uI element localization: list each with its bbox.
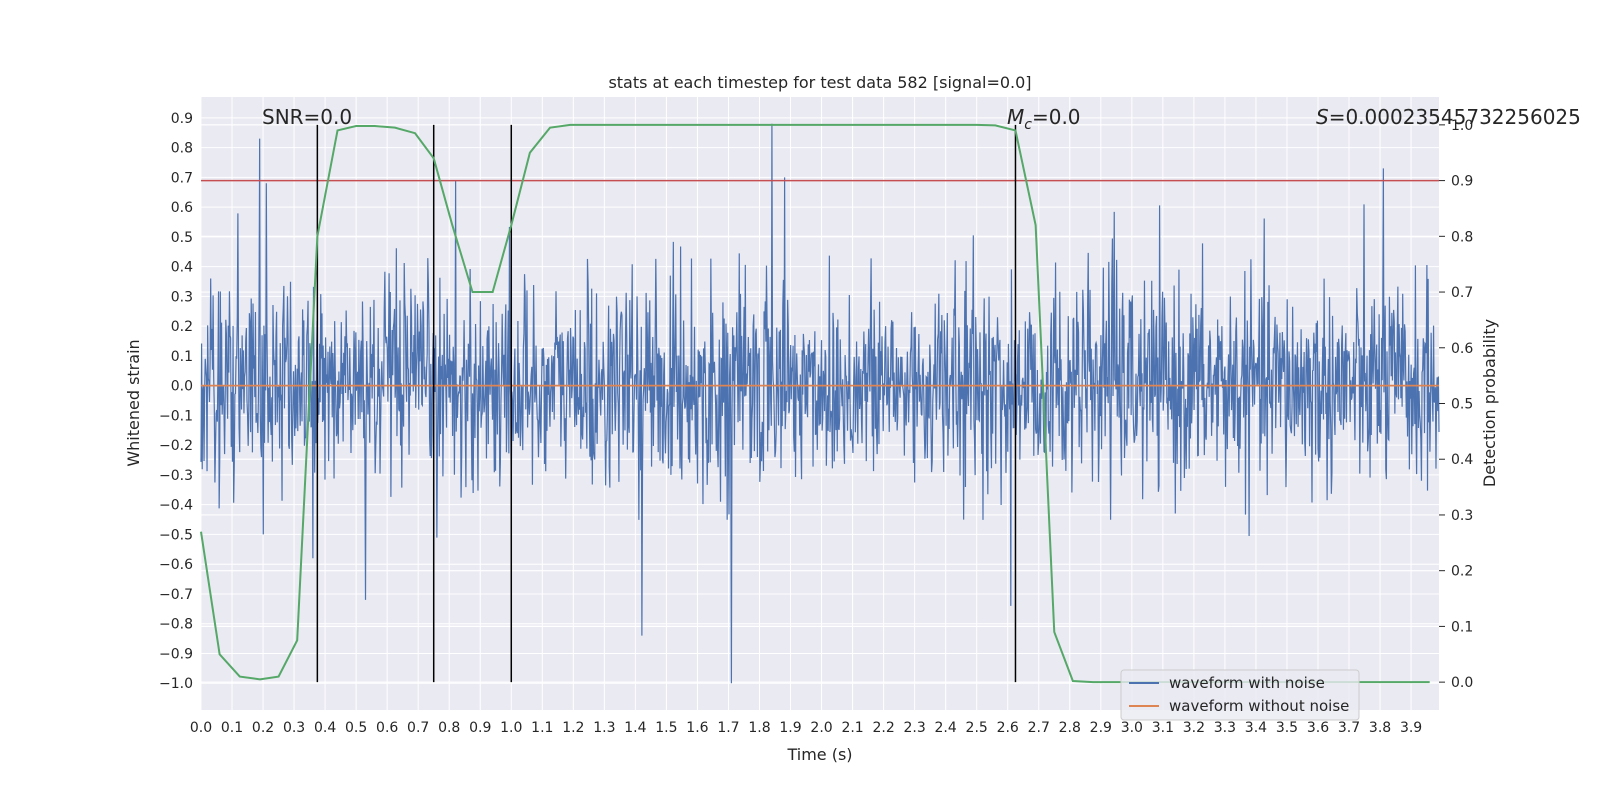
x-tick-labels: 0.0 0.1 0.2 0.3 0.4 0.5 0.6 0.7 0.8 0.9 1.0 1.1 1.2 1… xyxy=(190,720,1422,736)
x-tick-label: 1.6 xyxy=(686,720,708,736)
grid-lines xyxy=(200,97,1439,710)
legend: waveform with noise waveform without noi… xyxy=(1120,669,1360,721)
x-tick-label: 1.7 xyxy=(717,720,739,736)
x-tick-label: 2.3 xyxy=(904,720,926,736)
y2-tick-label: 0.8 xyxy=(1451,229,1473,245)
x-tick-label: 0.0 xyxy=(190,720,212,736)
x-tick-label: 3.3 xyxy=(1214,720,1236,736)
x-tick-label: 0.6 xyxy=(376,720,398,736)
x-tick-label: 2.2 xyxy=(872,720,894,736)
y-tick-label: −0.6 xyxy=(159,557,193,573)
legend-label-noisy: waveform with noise xyxy=(1169,674,1325,692)
x-tick-label: 1.5 xyxy=(655,720,677,736)
x-tick-label: 3.0 xyxy=(1121,720,1143,736)
x-tick-label: 0.8 xyxy=(438,720,460,736)
x-tick-label: 2.1 xyxy=(841,720,863,736)
y-tick-label: −1.0 xyxy=(159,676,193,692)
y-tick-label: 0.7 xyxy=(171,170,193,186)
x-tick-label: 1.9 xyxy=(779,720,801,736)
x-tick-label: 3.6 xyxy=(1307,720,1329,736)
y2-tick-label: 0.0 xyxy=(1451,675,1473,691)
vertical-markers xyxy=(316,124,1017,683)
y-tick-label: −0.5 xyxy=(159,527,193,543)
y-tick-labels: 0.9 0.8 0.7 0.6 0.5 0.4 0.3 0.2 0.1 0.0 −0.1 −0.2 −0… xyxy=(159,111,193,692)
mc-annotation: Mc=0.0 xyxy=(1007,105,1081,133)
x-tick-label: 0.7 xyxy=(407,720,429,736)
x-tick-label: 2.4 xyxy=(935,720,957,736)
x-tick-label: 2.5 xyxy=(966,720,988,736)
y-tick-label: −0.3 xyxy=(159,468,193,484)
mc-symbol: M xyxy=(1007,105,1024,129)
x-tick-label: 0.3 xyxy=(283,720,305,736)
x-tick-label: 0.9 xyxy=(469,720,491,736)
y-tick-label: −0.8 xyxy=(159,617,193,633)
y-axis-label: Whitened strain xyxy=(124,339,143,466)
y-tick-label: −0.2 xyxy=(159,438,193,454)
x-tick-label: 1.0 xyxy=(500,720,522,736)
series-waveform-with-noise xyxy=(200,123,1440,684)
x-tick-label: 1.8 xyxy=(748,720,770,736)
y2-tick-label: 1.0 xyxy=(1451,118,1473,134)
y2-tick-label: 0.9 xyxy=(1451,174,1473,190)
x-tick-label: 2.0 xyxy=(810,720,832,736)
y-tick-label: 0.8 xyxy=(171,141,193,157)
x-axis-label: Time (s) xyxy=(786,745,852,764)
x-tick-label: 0.2 xyxy=(252,720,274,736)
s-annotation: S=0.00023545732256025 xyxy=(1316,105,1581,129)
x-tick-label: 3.9 xyxy=(1400,720,1422,736)
y2-tick-label: 0.5 xyxy=(1451,397,1473,413)
x-tick-label: 2.7 xyxy=(1028,720,1050,736)
y-tick-label: 0.1 xyxy=(171,349,193,365)
mc-subscript: c xyxy=(1024,117,1032,133)
s-value: =0.00023545732256025 xyxy=(1329,105,1581,129)
legend-box xyxy=(1120,669,1360,721)
y-tick-label: 0.2 xyxy=(171,319,193,335)
snr-annotation: SNR=0.0 xyxy=(262,105,352,129)
x-tick-label: 3.7 xyxy=(1338,720,1360,736)
y2-tick-labels: 1.0 0.9 0.8 0.7 0.6 0.5 0.4 0.3 0.2 0.1 0.0 xyxy=(1439,118,1473,691)
legend-label-clean: waveform without noise xyxy=(1169,697,1349,715)
y2-tick-label: 0.4 xyxy=(1451,452,1473,468)
s-symbol: S xyxy=(1316,105,1329,129)
x-tick-label: 0.1 xyxy=(221,720,243,736)
y2-tick-label: 0.6 xyxy=(1451,341,1473,357)
y-tick-label: 0.5 xyxy=(171,230,193,246)
y-tick-label: −0.9 xyxy=(159,646,193,662)
x-tick-label: 1.2 xyxy=(562,720,584,736)
x-tick-label: 3.8 xyxy=(1369,720,1391,736)
y2-tick-label: 0.7 xyxy=(1451,285,1473,301)
noisy-waveform-line xyxy=(200,123,1440,684)
y-tick-label: 0.9 xyxy=(171,111,193,127)
x-tick-label: 2.8 xyxy=(1059,720,1081,736)
y-tick-label: −0.1 xyxy=(159,408,193,424)
chart-title: stats at each timestep for test data 582… xyxy=(608,73,1031,92)
y-tick-label: −0.4 xyxy=(159,498,193,514)
x-tick-label: 3.2 xyxy=(1183,720,1205,736)
x-tick-label: 3.1 xyxy=(1152,720,1174,736)
x-tick-label: 1.1 xyxy=(531,720,553,736)
detection-probability-line xyxy=(200,123,1430,684)
y-tick-label: 0.4 xyxy=(171,260,193,276)
x-tick-label: 2.9 xyxy=(1090,720,1112,736)
x-tick-label: 0.4 xyxy=(314,720,336,736)
y-tick-label: 0.6 xyxy=(171,200,193,216)
mc-value: =0.0 xyxy=(1032,105,1081,129)
y2-tick-label: 0.3 xyxy=(1451,508,1473,524)
y2-tick-label: 0.2 xyxy=(1451,564,1473,580)
x-tick-label: 3.4 xyxy=(1245,720,1267,736)
x-tick-label: 2.6 xyxy=(997,720,1019,736)
x-tick-label: 0.5 xyxy=(345,720,367,736)
x-tick-label: 1.3 xyxy=(593,720,615,736)
x-tick-label: 3.5 xyxy=(1276,720,1298,736)
y2-axis-label: Detection probability xyxy=(1480,319,1499,487)
series-detection-probability xyxy=(200,123,1430,684)
x-tick-label: 1.4 xyxy=(624,720,646,736)
y2-tick-label: 0.1 xyxy=(1451,619,1473,635)
y-tick-label: −0.7 xyxy=(159,587,193,603)
y-tick-label: 0.3 xyxy=(171,289,193,305)
y-tick-label: 0.0 xyxy=(171,379,193,395)
